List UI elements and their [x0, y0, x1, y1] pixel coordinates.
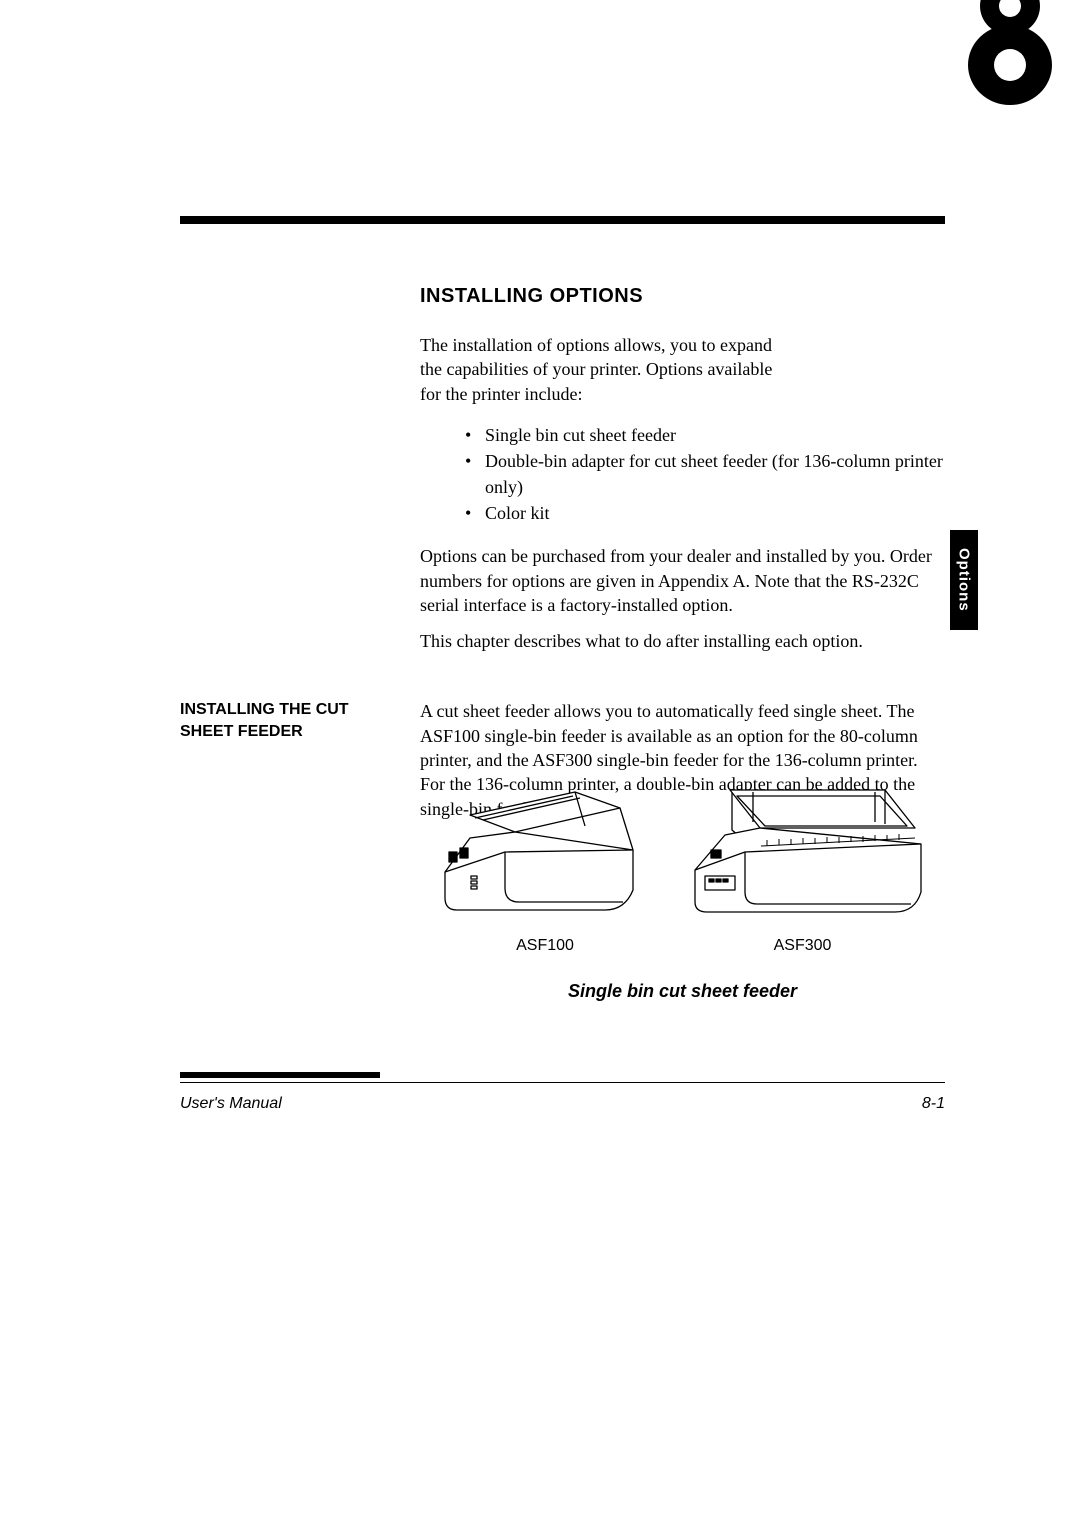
footer-rule-thick	[180, 1072, 380, 1078]
bullet-item: Single bin cut sheet feeder	[465, 422, 945, 448]
figure-area: ASF100	[420, 780, 945, 1002]
printer-illustration-asf100	[435, 780, 655, 925]
printer-illustration-asf300	[675, 780, 930, 925]
figure-caption: Single bin cut sheet feeder	[568, 981, 797, 1002]
section-title: INSTALLING OPTIONS	[420, 285, 945, 308]
side-tab-options: Options	[950, 530, 978, 630]
top-horizontal-rule	[180, 216, 945, 224]
bullet-list: Single bin cut sheet feeder Double-bin a…	[465, 422, 945, 526]
body-paragraph: Options can be purchased from your deale…	[420, 544, 945, 617]
bullet-item: Color kit	[465, 500, 945, 526]
footer-rule-thin	[180, 1082, 945, 1083]
chapter-number-badge	[940, 0, 1080, 110]
footer-right: 8-1	[922, 1095, 945, 1113]
side-tab-label: Options	[956, 548, 973, 612]
intro-paragraph: The installation of options allows, you …	[420, 333, 780, 406]
page-footer: User's Manual 8-1	[180, 1095, 945, 1113]
figure-label-right: ASF300	[774, 937, 832, 955]
body-paragraph: This chapter describes what to do after …	[420, 629, 945, 653]
page: INSTALLING OPTIONS The installation of o…	[0, 0, 1080, 1528]
sidebar-heading: INSTALLING THE CUT SHEET FEEDER	[180, 699, 400, 742]
content-area: INSTALLING OPTIONS The installation of o…	[180, 250, 945, 821]
figure-label-left: ASF100	[516, 937, 574, 955]
bullet-item: Double-bin adapter for cut sheet feeder …	[465, 448, 945, 500]
footer-left: User's Manual	[180, 1095, 282, 1113]
